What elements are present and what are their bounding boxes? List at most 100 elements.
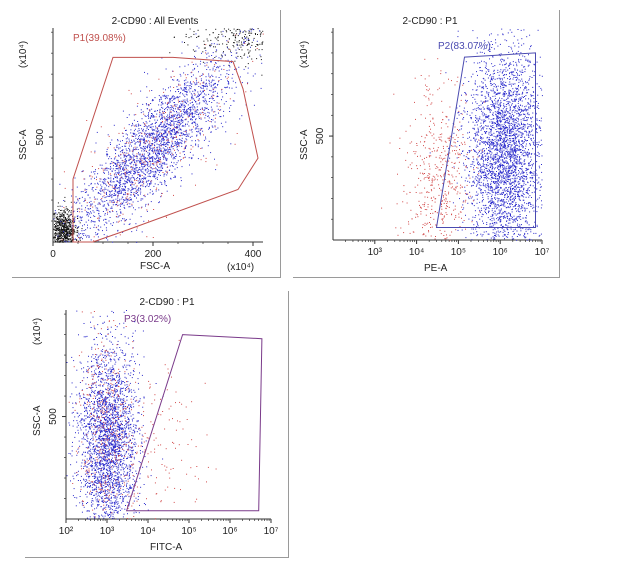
event-dot — [120, 157, 122, 159]
event-dot — [76, 239, 78, 241]
event-dot — [162, 111, 164, 113]
event-dot — [478, 171, 480, 173]
event-dot — [529, 34, 531, 36]
event-dot — [499, 212, 501, 214]
event-dot — [71, 227, 73, 229]
event-dot — [90, 178, 92, 180]
event-dot — [105, 167, 107, 169]
event-dot — [149, 145, 151, 147]
event-dot — [156, 140, 158, 142]
event-dot — [190, 148, 192, 150]
event-dot — [139, 161, 141, 163]
event-dot — [477, 181, 479, 183]
event-dot — [124, 165, 126, 166]
population-debris — [53, 196, 83, 243]
event-dot — [191, 158, 193, 160]
event-dot — [480, 149, 482, 151]
event-dot — [481, 157, 482, 159]
event-dot — [523, 178, 525, 180]
event-dot — [496, 175, 498, 177]
event-dot — [139, 135, 141, 136]
event-dot — [535, 131, 537, 133]
event-dot — [229, 65, 230, 67]
event-dot — [475, 89, 477, 91]
event-dot — [177, 108, 179, 110]
event-dot — [193, 68, 195, 70]
event-dot — [169, 134, 171, 136]
event-dot — [63, 210, 65, 212]
event-dot — [97, 236, 99, 238]
event-dot — [201, 52, 202, 54]
gate-polygon[interactable] — [72, 56, 259, 243]
event-dot — [153, 171, 155, 173]
event-dot — [212, 98, 214, 100]
event-dot — [531, 139, 533, 141]
event-dot — [539, 234, 541, 236]
event-dot — [467, 202, 469, 204]
event-dot — [165, 136, 167, 138]
event-dot — [90, 175, 92, 177]
event-dot — [522, 199, 524, 201]
event-dot — [166, 139, 168, 141]
event-dot — [255, 49, 257, 51]
event-dot — [200, 129, 202, 131]
event-dot — [526, 215, 527, 217]
event-dot — [175, 156, 177, 157]
event-dot — [208, 126, 210, 128]
event-dot — [206, 84, 208, 86]
event-dot — [151, 113, 152, 114]
event-dot — [483, 88, 485, 90]
event-dot — [189, 107, 191, 108]
event-dot — [104, 172, 105, 174]
event-dot — [522, 82, 524, 84]
event-dot — [519, 150, 521, 152]
event-dot — [515, 110, 517, 112]
event-dot — [483, 174, 485, 176]
event-dot — [156, 176, 158, 178]
event-dot — [142, 148, 144, 150]
event-dot — [502, 93, 504, 95]
event-dot — [518, 215, 520, 217]
event-dot — [538, 197, 540, 199]
event-dot — [247, 37, 249, 39]
event-dot — [91, 166, 93, 167]
event-dot — [137, 170, 139, 171]
event-dot — [70, 230, 72, 232]
event-dot — [166, 216, 167, 218]
event-dot — [526, 119, 528, 121]
event-dot — [98, 213, 100, 215]
event-dot — [195, 127, 197, 129]
event-dot — [107, 177, 109, 179]
event-dot — [166, 174, 168, 176]
event-dot — [517, 74, 519, 76]
event-dot — [244, 37, 246, 39]
event-dot — [152, 237, 154, 238]
event-dot — [501, 164, 503, 166]
event-dot — [103, 189, 105, 191]
event-dot — [99, 203, 101, 205]
event-dot — [117, 204, 119, 206]
event-dot — [478, 175, 480, 177]
event-dot — [512, 135, 514, 136]
event-dot — [130, 132, 132, 134]
event-dot — [168, 132, 170, 134]
event-dot — [162, 95, 164, 97]
event-dot — [503, 117, 505, 119]
event-dot — [161, 193, 163, 194]
event-dot — [164, 180, 166, 181]
event-dot — [147, 135, 149, 137]
event-dot — [148, 220, 149, 222]
event-dot — [499, 77, 501, 79]
event-dot — [191, 128, 193, 130]
event-dot — [64, 219, 66, 221]
event-dot — [174, 175, 176, 177]
event-dot — [520, 208, 522, 210]
event-dot — [520, 108, 522, 110]
event-dot — [462, 221, 464, 223]
event-dot — [119, 140, 121, 142]
event-dot — [113, 147, 115, 149]
event-dot — [130, 157, 132, 159]
event-dot — [494, 163, 496, 165]
event-dot — [521, 141, 523, 142]
